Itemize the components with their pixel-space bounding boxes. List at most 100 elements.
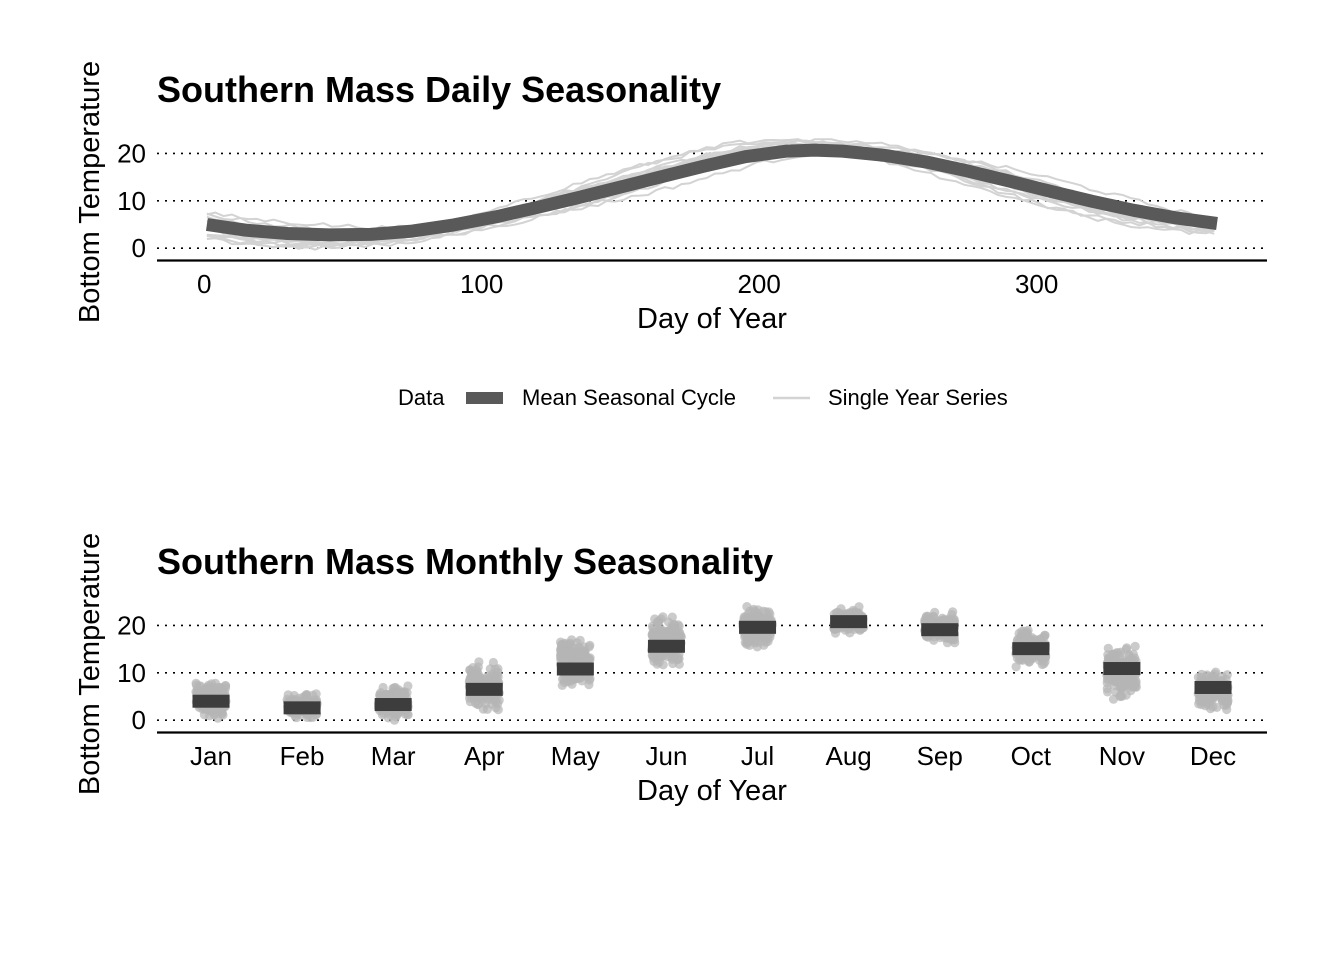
monthly-point [647, 630, 657, 640]
daily-x-tick-100: 100 [460, 269, 503, 299]
monthly-y-tick-labels: 0 10 20 [117, 610, 146, 735]
month-tick-may: May [551, 741, 600, 771]
mean-bar-sep [921, 623, 959, 637]
monthly-point [949, 614, 959, 624]
daily-x-tick-200: 200 [737, 269, 780, 299]
monthly-x-axis-title: Day of Year [637, 775, 787, 807]
monthly-point [294, 693, 304, 703]
mean-bar-mar [374, 698, 412, 712]
monthly-y-axis-title: Bottom Temperature [74, 533, 106, 795]
single-year-line [206, 141, 1215, 248]
legend: Data Mean Seasonal Cycle Single Year Ser… [398, 385, 1008, 410]
monthly-point [565, 638, 575, 648]
monthly-point [744, 634, 754, 644]
monthly-gridlines [157, 624, 1267, 721]
month-tick-oct: Oct [1011, 741, 1052, 771]
mean-bar-aug [830, 615, 868, 629]
monthly-point [1115, 691, 1125, 702]
mean-bar-nov [1103, 662, 1141, 676]
monthly-point [465, 693, 475, 703]
monthly-point [383, 690, 393, 700]
monthly-point [938, 615, 948, 625]
monthly-chart-title: Southern Mass Monthly Seasonality [157, 541, 773, 582]
monthly-mean-bars [192, 615, 1232, 715]
monthly-y-tick-10: 10 [117, 658, 146, 688]
month-tick-jul: Jul [741, 741, 774, 771]
monthly-point [1205, 695, 1215, 705]
legend-label-single: Single Year Series [828, 385, 1008, 410]
monthly-point [567, 647, 578, 657]
mean-bar-apr [465, 682, 503, 696]
month-tick-sep: Sep [917, 741, 963, 771]
monthly-point [220, 683, 231, 693]
monthly-point [1102, 684, 1112, 694]
month-tick-nov: Nov [1099, 741, 1145, 771]
monthly-point [559, 674, 569, 684]
monthly-point [929, 635, 939, 645]
daily-y-tick-10: 10 [117, 186, 146, 216]
monthly-point [378, 682, 388, 693]
legend-label-mean: Mean Seasonal Cycle [522, 385, 736, 410]
monthly-panel: Southern Mass Monthly Seasonality 01020 … [74, 533, 1267, 807]
monthly-point [1222, 698, 1232, 708]
monthly-point [1130, 641, 1140, 652]
monthly-point [672, 629, 682, 639]
monthly-point [210, 678, 220, 688]
monthly-point [472, 672, 482, 682]
daily-chart-title: Southern Mass Daily Seasonality [157, 69, 721, 110]
monthly-point [1039, 659, 1049, 669]
legend-title: Data [398, 385, 445, 410]
monthly-point [403, 681, 413, 691]
daily-y-axis-title: Bottom Temperature [74, 61, 106, 323]
daily-panel: Southern Mass Daily Seasonality 0 10 20 0 1… [74, 61, 1267, 335]
month-tick-mar: Mar [371, 741, 416, 771]
monthly-point [402, 709, 412, 720]
mean-bar-jan [192, 694, 230, 708]
monthly-point [1129, 681, 1139, 691]
monthly-x-tick-labels: Jan Feb Mar Apr May Jun Jul Aug Sep Oct Nov Dec [190, 741, 1236, 771]
monthly-point [647, 650, 657, 661]
monthly-point [482, 673, 492, 684]
daily-x-tick-0: 0 [197, 269, 211, 299]
monthly-point [493, 667, 503, 678]
mean-bar-dec [1194, 680, 1232, 694]
monthly-point [574, 673, 584, 684]
monthly-point [763, 636, 773, 647]
monthly-point [1040, 630, 1050, 641]
month-tick-feb: Feb [280, 741, 325, 771]
monthly-point [194, 681, 204, 691]
month-tick-aug: Aug [826, 741, 872, 771]
monthly-point [745, 606, 755, 616]
monthly-point [739, 612, 749, 622]
monthly-point [302, 691, 312, 701]
monthly-point [673, 653, 683, 664]
month-tick-dec: Dec [1190, 741, 1236, 771]
monthly-point [308, 712, 318, 722]
monthly-point [1024, 657, 1034, 667]
mean-bar-jun [647, 639, 685, 653]
monthly-point [1121, 679, 1131, 689]
daily-y-tick-0: 0 [132, 233, 146, 263]
single-year-line [206, 138, 1215, 251]
monthly-point [1108, 694, 1119, 704]
monthly-point [556, 651, 566, 661]
monthly-point [1022, 629, 1032, 639]
daily-mean-seasonal-cycle-line [205, 143, 1218, 242]
monthly-point [1197, 669, 1207, 679]
daily-y-tick-20: 20 [117, 138, 146, 168]
monthly-point [575, 649, 585, 659]
monthly-point [667, 612, 677, 622]
mean-bar-jul [739, 620, 777, 634]
monthly-point [490, 697, 500, 707]
daily-x-tick-labels: 0 100 200 300 [197, 269, 1058, 299]
daily-x-tick-300: 300 [1015, 269, 1058, 299]
month-tick-apr: Apr [464, 741, 505, 771]
monthly-point [1103, 643, 1113, 653]
monthly-point [202, 685, 212, 695]
monthly-point [1124, 650, 1134, 660]
monthly-point [585, 640, 595, 650]
daily-gridlines [157, 152, 1267, 249]
monthly-point [663, 627, 673, 637]
monthly-point [648, 621, 658, 631]
